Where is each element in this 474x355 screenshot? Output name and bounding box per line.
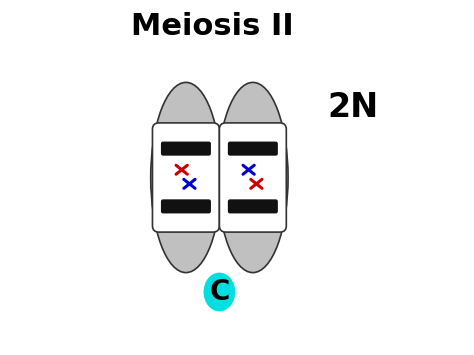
FancyBboxPatch shape [228, 200, 278, 213]
FancyBboxPatch shape [219, 123, 286, 232]
Text: Meiosis II: Meiosis II [131, 12, 294, 40]
FancyBboxPatch shape [161, 142, 211, 155]
Text: 2N: 2N [328, 91, 379, 124]
Ellipse shape [203, 273, 235, 311]
FancyBboxPatch shape [153, 123, 219, 232]
FancyBboxPatch shape [161, 200, 211, 213]
Ellipse shape [151, 82, 221, 273]
Text: C: C [209, 278, 229, 306]
FancyBboxPatch shape [228, 142, 278, 155]
Ellipse shape [218, 82, 288, 273]
